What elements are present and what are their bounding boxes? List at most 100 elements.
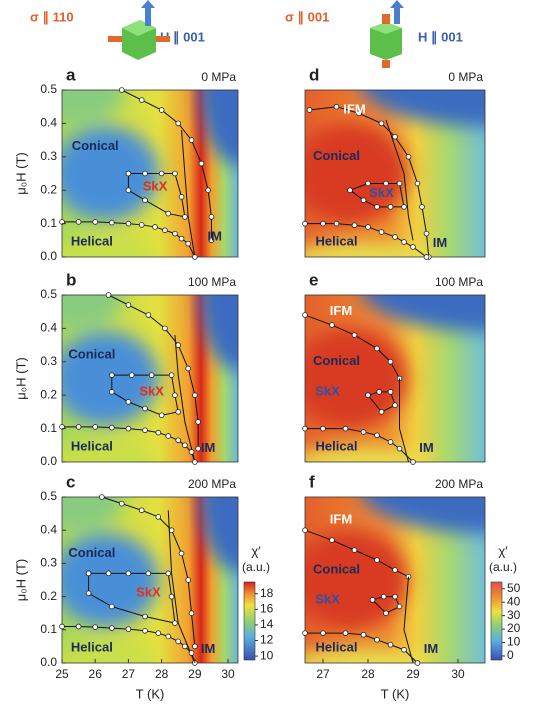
region-label: SkX [315,383,340,398]
data-point [396,180,403,187]
data-point [138,97,145,103]
y-tick-label: 0.3 [40,354,57,368]
data-point [148,372,155,378]
data-point [182,214,188,220]
x-tick-label: 28 [155,667,169,681]
data-point [329,537,335,543]
data-point [182,643,188,650]
data-point [155,630,162,636]
data-point [365,224,371,230]
data-point [401,204,407,210]
pressure-label: 200 MPa [435,477,483,491]
data-point [155,514,162,520]
data-point [387,641,394,648]
colorbar [243,581,256,661]
x-tick-label: 30 [451,667,465,681]
heat-blob [62,126,159,221]
data-point [414,660,421,666]
heatmap [62,295,238,462]
pressure-label: 0 MPa [201,70,236,84]
heat-blob [199,497,238,572]
heat-blob [199,90,238,166]
heat-blob [62,240,159,257]
data-point [378,120,385,127]
data-point [75,623,82,630]
data-point [208,214,215,220]
heat-blob [62,497,124,531]
data-point [423,230,430,237]
heat-blob [62,646,159,663]
phase-boundary [127,173,186,218]
data-point [376,389,383,395]
panel-letter: b [66,270,76,289]
y-tick-label: 0.2 [40,387,57,401]
data-point [118,87,125,93]
phase-boundary [385,119,414,241]
data-point [342,425,349,432]
region-label: SkX [139,383,164,398]
data-point [374,636,380,643]
data-point [374,432,380,439]
data-point [168,593,175,600]
data-point [165,210,172,217]
data-point [105,570,112,577]
data-point [92,219,99,225]
data-point [168,372,175,378]
phase-boundary [305,223,427,258]
colorbar-tick-label: 0 [507,648,514,662]
data-point [175,409,182,415]
data-point [128,372,135,378]
data-point [59,623,65,630]
phase-boundary [309,106,430,258]
colorbar-label: χ′ [251,543,261,558]
data-point [175,342,182,348]
heatmap [62,497,238,663]
data-point [188,650,195,656]
data-point [387,439,394,445]
data-point [342,630,349,636]
data-point [188,449,195,455]
data-point [172,170,178,177]
phase-boundary [174,335,196,463]
data-point [396,445,403,452]
data-point [105,292,112,298]
data-point [378,229,385,235]
data-point [380,593,387,600]
region-label: Conical [72,138,119,153]
data-point [185,240,191,247]
data-point [125,170,132,177]
y-axis-label: μ₀H (T) [13,357,28,400]
data-point [392,567,398,573]
colorbar-tick-label: 20 [507,621,521,635]
data-point [142,170,148,177]
region-label: SkX [315,591,340,606]
panel-letter: f [309,472,315,491]
data-point [145,570,152,577]
data-point [172,620,178,626]
phase-boundary [403,576,414,664]
x-tick-label: 28 [361,667,375,681]
panel-frame [304,294,486,463]
panel-letter: d [309,65,319,84]
pressure-label: 0 MPa [448,70,483,84]
heat-blob [361,90,485,127]
panel-letter: c [66,472,75,491]
region-label: Helical [316,233,358,248]
y-tick-label: 0.1 [40,622,57,636]
x-tick-label: 27 [122,667,136,681]
data-point [383,610,389,616]
data-point [302,630,308,636]
region-label: Conical [68,347,115,362]
region-label: Conical [68,545,115,560]
data-point [320,220,326,227]
y-tick-label: 0.0 [40,454,57,468]
data-point [198,160,205,167]
data-point [142,197,148,204]
heat-blob [361,497,485,534]
heatmap-blobs [62,295,238,462]
data-point [175,120,182,127]
y-axis-label: μ₀H (T) [13,152,28,195]
region-label: IFM [330,512,352,527]
heat-blob [361,295,485,332]
data-point [356,110,362,117]
